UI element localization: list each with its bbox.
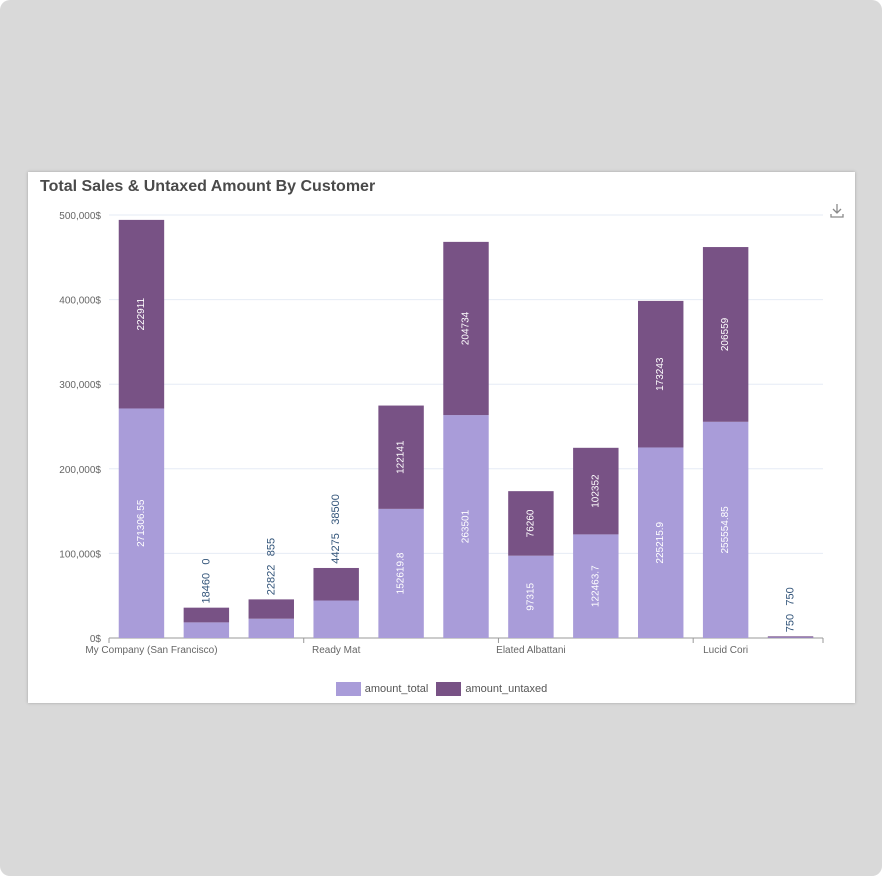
legend-item-amount-untaxed[interactable]: amount_untaxed [436, 682, 547, 696]
data-label: 97315 [525, 582, 536, 610]
data-label: 102352 [590, 474, 601, 508]
data-label: 750 [785, 614, 797, 632]
data-label: 18460 [200, 573, 212, 604]
y-tick-label: 300,000$ [59, 380, 101, 391]
y-tick-label: 100,000$ [59, 549, 101, 560]
bar-amount_total [248, 618, 294, 638]
data-label: 206559 [720, 317, 731, 351]
x-tick-label: Ready Mat [312, 645, 361, 656]
stacked-bar-chart: 0$ 100,000$ 200,000$ 300,000$ 400,000$ 500,00… [59, 211, 824, 656]
y-tick-label: 0$ [90, 634, 102, 645]
bar-amount_total [638, 447, 684, 638]
legend-label: amount_untaxed [465, 683, 548, 695]
download-icon[interactable] [828, 202, 846, 220]
legend-swatch-amount-untaxed [436, 682, 462, 696]
bar-amount_untaxed [443, 241, 489, 416]
legend-swatch-amount-total [335, 682, 361, 696]
data-label: 122141 [396, 440, 407, 474]
data-label: 0 [200, 558, 212, 564]
bar-amount_total [313, 600, 359, 638]
data-label: 152619.8 [396, 552, 407, 594]
data-label: 204734 [461, 311, 472, 345]
data-label: 750 [785, 587, 797, 605]
bar-amount_untaxed [118, 219, 165, 409]
legend-item-amount-total[interactable]: amount_total [335, 682, 429, 696]
data-label: 38500 [330, 494, 342, 525]
bar-amount_total [118, 408, 165, 638]
x-tick-label: My Company (San Francisco) [85, 645, 217, 656]
bar-amount_total [508, 555, 554, 638]
bar-amount_untaxed [702, 247, 749, 422]
data-label: 255554.85 [720, 506, 731, 554]
bar-amount_untaxed [767, 636, 814, 638]
x-tick-label: Lucid Cori [703, 645, 748, 656]
bar-amount_untaxed [508, 491, 554, 556]
data-label: 122463.7 [590, 565, 601, 607]
data-label: 222911 [136, 297, 147, 330]
bar-amount_untaxed [573, 447, 619, 535]
legend: amount_total amount_untaxed [28, 682, 855, 696]
data-label: 855 [265, 538, 277, 556]
data-label: 225215.9 [655, 521, 666, 563]
bar-amount_total [767, 637, 814, 638]
y-tick-label: 200,000$ [59, 465, 101, 476]
bar-amount_untaxed [183, 607, 230, 623]
data-label: 271306.55 [136, 499, 147, 547]
bar-amount_total [378, 508, 424, 638]
data-label: 76260 [525, 509, 536, 537]
bar-amount_untaxed [638, 300, 684, 448]
y-tick-label: 400,000$ [59, 296, 101, 307]
x-tick-label: Elated Albattani [496, 645, 566, 656]
bar-amount_total [443, 415, 489, 638]
data-label: 173243 [655, 357, 666, 391]
y-tick-label: 500,000$ [59, 211, 101, 222]
bar-amount_untaxed [248, 599, 294, 619]
bar-amount_untaxed [378, 405, 424, 509]
bar-amount_total [573, 534, 619, 638]
bar-amount_untaxed [313, 567, 359, 601]
data-label: 22822 [265, 565, 277, 596]
chart-title: Total Sales & Untaxed Amount By Customer [40, 178, 376, 195]
data-label: 263501 [461, 509, 472, 543]
legend-label: amount_total [364, 683, 429, 695]
chart-card: Total Sales & Untaxed Amount By Customer… [28, 172, 855, 703]
bar-amount_total [702, 421, 749, 638]
data-label: 44275 [330, 533, 342, 564]
bar-amount_total [183, 622, 230, 638]
